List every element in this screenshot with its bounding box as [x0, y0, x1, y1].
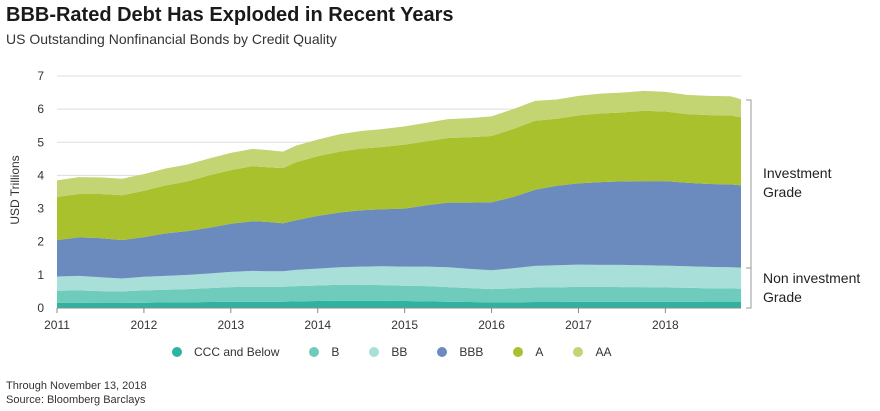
area-bbb: [57, 181, 741, 279]
legend-label: BBB: [459, 345, 484, 359]
x-tick-label: 2012: [131, 318, 158, 332]
legend-swatch: [513, 347, 524, 357]
x-tick-label: 2018: [652, 318, 679, 332]
legend-label: CCC and Below: [194, 345, 280, 359]
area-b: [57, 284, 741, 303]
non-investment-grade-label: Non investment Grade: [763, 269, 860, 307]
x-tick-label: 2013: [217, 318, 244, 332]
x-tick-label: 2015: [391, 318, 418, 332]
y-tick-label: 1: [37, 268, 44, 282]
legend-item-bb: BB: [369, 345, 407, 359]
y-tick-label: 4: [37, 168, 44, 182]
legend-swatch: [369, 347, 380, 357]
legend-label: B: [331, 345, 340, 359]
x-tick-label: 2014: [304, 318, 331, 332]
grade-brackets: [746, 99, 752, 309]
y-tick-label: 6: [37, 102, 44, 116]
non-investment-grade-label-line1: Non investment: [763, 270, 861, 286]
non-investment-grade-label-line2: Grade: [763, 289, 802, 305]
legend-swatch: [573, 347, 584, 357]
area-ccc-and-below: [57, 300, 741, 308]
area-bb: [57, 264, 741, 292]
legend-swatch: [309, 347, 320, 357]
area-aa: [57, 90, 741, 197]
x-tick-label: 2011: [44, 318, 70, 332]
legend-label: AA: [595, 345, 612, 359]
footnote-source: Source: Bloomberg Barclays: [6, 394, 146, 406]
legend-swatch: [172, 347, 182, 357]
area-series: [57, 90, 741, 308]
chart-legend: CCC and Below B BB BBB A AA: [172, 345, 641, 359]
x-tick-label: 2017: [565, 318, 592, 332]
legend-item-ccc-and-below: CCC and Below: [172, 345, 279, 359]
non-investment-grade-bracket: [746, 267, 752, 309]
y-axis-label: USD Trillions: [8, 155, 22, 224]
investment-grade-label-line1: Investment: [763, 165, 832, 181]
legend-swatch: [437, 347, 448, 357]
axes: 0 1 2 3 4 5 6 7 2011 2012 2013 2014 2015 2016 2017 2018: [37, 69, 741, 332]
y-tick-label: 5: [37, 135, 44, 149]
legend-item-bbb: BBB: [437, 345, 483, 359]
y-tick-label: 2: [37, 235, 44, 249]
legend-label: BB: [391, 345, 408, 359]
investment-grade-label: Investment Grade: [763, 164, 831, 202]
legend-item-aa: AA: [573, 345, 611, 359]
chart-title: BBB-Rated Debt Has Exploded in Recent Ye…: [6, 4, 454, 26]
chart-subtitle: US Outstanding Nonfinancial Bonds by Cre…: [6, 31, 337, 47]
y-tick-label: 3: [37, 202, 44, 216]
area-a: [57, 110, 741, 241]
legend-item-b: B: [309, 345, 339, 359]
legend-item-a: A: [513, 345, 543, 359]
y-tick-label: 7: [37, 69, 44, 83]
x-tick-label: 2016: [478, 318, 505, 332]
y-tick-label: 0: [37, 301, 44, 315]
legend-label: A: [535, 345, 544, 359]
footnote-through: Through November 13, 2018: [6, 380, 147, 392]
investment-grade-label-line2: Grade: [763, 184, 802, 200]
investment-grade-bracket: [746, 99, 752, 269]
